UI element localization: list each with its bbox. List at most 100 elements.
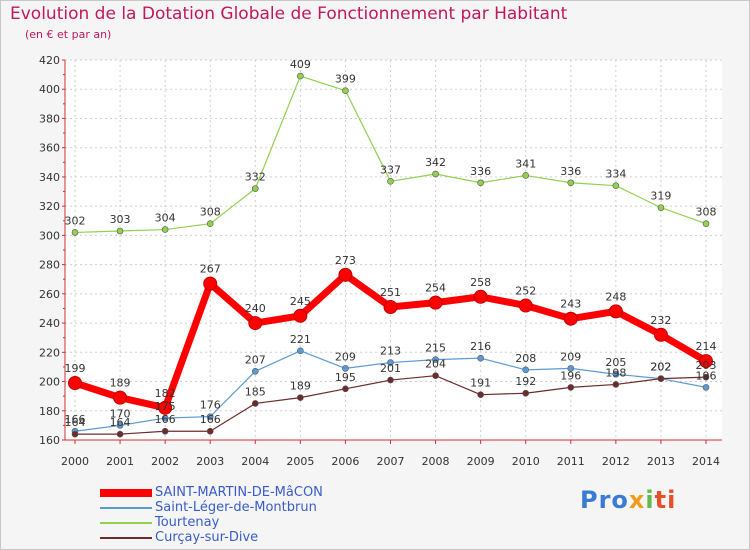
data-point-tourtenay [116, 227, 124, 235]
data-label-curcay-sur-dive: 198 [605, 366, 626, 379]
data-label-saint-martin-de-macon: 214 [696, 340, 717, 353]
data-point-saint-martin-de-macon [653, 327, 668, 342]
data-point-saint-martin-de-macon [518, 298, 533, 313]
data-label-saint-martin-de-macon: 267 [200, 263, 221, 276]
legend-label-saint-martin: SAINT-MARTIN-DE-MâCON [155, 485, 323, 500]
data-label-tourtenay: 308 [696, 206, 717, 219]
data-point-saint-martin-de-macon [473, 289, 488, 304]
data-point-curcay-sur-dive [567, 384, 575, 391]
x-tick-label: 2011 [557, 455, 585, 468]
y-tick-label: 360 [39, 142, 60, 155]
legend-item-tourtenay: Tourtenay [100, 515, 420, 531]
data-label-saint-leger-de-montbrun: 196 [696, 369, 717, 382]
y-tick-label: 180 [39, 405, 60, 418]
data-point-curcay-sur-dive [206, 427, 214, 435]
data-point-saint-martin-de-macon [248, 316, 263, 331]
data-point-saint-martin-de-macon [383, 300, 398, 314]
proxiti-logo: Proxiti [580, 486, 677, 514]
legend-swatch-saint-leger [100, 507, 152, 509]
data-label-saint-martin-de-macon: 248 [605, 290, 626, 303]
data-point-saint-martin-de-macon [338, 267, 353, 282]
data-point-curcay-sur-dive [342, 385, 349, 393]
data-point-saint-leger-de-montbrun [477, 354, 484, 362]
data-point-tourtenay [612, 182, 620, 189]
x-tick-label: 2008 [422, 455, 450, 468]
data-label-curcay-sur-dive: 166 [155, 413, 176, 426]
y-tick-label: 280 [39, 259, 60, 272]
data-label-saint-martin-de-macon: 199 [65, 362, 86, 375]
data-point-saint-leger-de-montbrun [116, 422, 124, 429]
data-label-curcay-sur-dive: 204 [425, 358, 446, 371]
data-point-tourtenay [657, 204, 665, 211]
data-point-tourtenay [251, 185, 259, 192]
data-label-saint-leger-de-montbrun: 170 [110, 407, 131, 420]
data-point-curcay-sur-dive [251, 400, 259, 407]
data-label-tourtenay: 303 [110, 213, 131, 226]
data-label-tourtenay: 336 [560, 165, 581, 178]
data-label-saint-leger-de-montbrun: 175 [155, 400, 176, 413]
legend-swatch-saint-martin [100, 489, 152, 497]
data-label-saint-leger-de-montbrun: 205 [605, 356, 626, 369]
data-point-curcay-sur-dive [297, 394, 304, 401]
legend-item-saint-leger: Saint-Léger-de-Montbrun [100, 500, 420, 516]
data-label-curcay-sur-dive: 195 [335, 371, 356, 384]
data-point-saint-leger-de-montbrun [251, 368, 259, 375]
data-point-saint-leger-de-montbrun [522, 366, 530, 374]
data-point-saint-leger-de-montbrun [387, 359, 394, 366]
y-tick-label: 160 [39, 434, 60, 447]
data-label-tourtenay: 308 [200, 206, 221, 219]
data-label-saint-martin-de-macon: 189 [110, 377, 131, 390]
data-label-saint-leger-de-montbrun: 221 [290, 333, 311, 346]
data-point-saint-leger-de-montbrun [612, 370, 620, 378]
data-label-saint-martin-de-macon: 254 [425, 282, 446, 295]
data-point-saint-martin-de-macon [428, 295, 443, 310]
data-point-curcay-sur-dive [612, 381, 620, 388]
data-label-saint-leger-de-montbrun: 207 [245, 353, 266, 366]
data-point-saint-leger-de-montbrun [567, 365, 575, 372]
data-point-tourtenay [432, 170, 439, 178]
y-tick-label: 200 [39, 376, 60, 389]
data-label-saint-martin-de-macon: 182 [155, 387, 176, 400]
data-label-curcay-sur-dive: 196 [560, 369, 581, 382]
data-point-saint-martin-de-macon [113, 390, 128, 405]
data-label-saint-leger-de-montbrun: 166 [65, 413, 86, 426]
data-label-saint-martin-de-macon: 273 [335, 254, 356, 267]
data-point-saint-martin-de-macon [608, 304, 623, 319]
data-label-tourtenay: 302 [65, 214, 86, 227]
data-label-curcay-sur-dive: 201 [380, 362, 401, 375]
data-point-saint-leger-de-montbrun [432, 356, 439, 363]
data-point-saint-martin-de-macon [563, 311, 578, 326]
chart-subtitle: (en € et par an) [25, 28, 112, 41]
data-label-curcay-sur-dive: 189 [290, 380, 311, 393]
data-point-saint-martin-de-macon [158, 400, 173, 415]
y-tick-label: 420 [39, 54, 60, 67]
data-label-curcay-sur-dive: 185 [245, 385, 266, 398]
x-tick-label: 2001 [106, 455, 134, 468]
data-label-tourtenay: 341 [515, 157, 536, 170]
x-tick-label: 2013 [647, 455, 675, 468]
data-label-saint-martin-de-macon: 245 [290, 295, 311, 308]
x-tick-label: 2009 [467, 455, 495, 468]
x-tick-label: 2007 [377, 455, 405, 468]
data-label-tourtenay: 336 [470, 165, 491, 178]
legend-swatch-curcay [100, 537, 152, 539]
x-tick-label: 2002 [151, 455, 179, 468]
data-point-saint-leger-de-montbrun [342, 365, 349, 372]
data-label-tourtenay: 399 [335, 73, 356, 86]
data-label-tourtenay: 319 [650, 190, 671, 203]
x-tick-label: 2012 [602, 455, 630, 468]
y-tick-label: 300 [39, 229, 60, 242]
data-label-saint-martin-de-macon: 258 [470, 276, 491, 289]
data-point-tourtenay [161, 226, 169, 233]
data-point-tourtenay [522, 172, 530, 179]
data-label-saint-leger-de-montbrun: 176 [200, 399, 221, 412]
data-label-saint-leger-de-montbrun: 216 [470, 340, 491, 353]
data-point-saint-martin-de-macon [203, 276, 218, 291]
data-point-curcay-sur-dive [432, 372, 439, 379]
data-label-curcay-sur-dive: 202 [650, 361, 671, 374]
data-label-curcay-sur-dive: 164 [65, 416, 86, 429]
data-point-curcay-sur-dive [477, 391, 484, 398]
data-label-saint-leger-de-montbrun: 208 [515, 352, 536, 365]
data-point-saint-martin-de-macon [293, 308, 308, 323]
